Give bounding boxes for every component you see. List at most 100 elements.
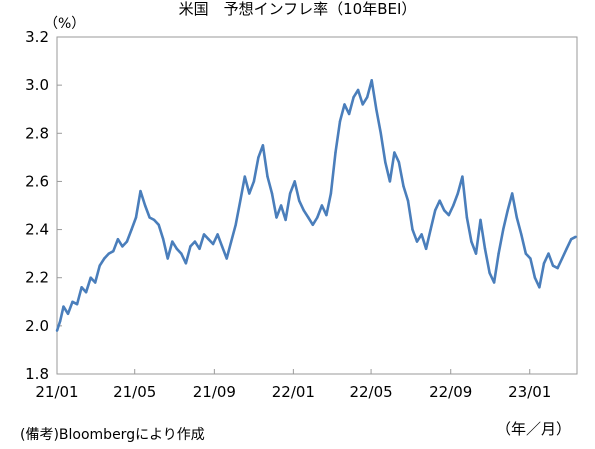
y-tick-label: 2.4 xyxy=(25,221,49,239)
data-point xyxy=(411,228,414,231)
data-point xyxy=(143,204,147,207)
data-point xyxy=(515,216,518,219)
x-tick-label: 21/01 xyxy=(35,383,78,401)
data-point xyxy=(497,252,500,255)
data-point xyxy=(288,192,292,195)
data-point xyxy=(456,192,459,195)
data-point xyxy=(325,213,328,217)
data-point xyxy=(384,161,387,164)
data-point xyxy=(406,199,410,202)
data-point xyxy=(130,228,133,231)
data-point xyxy=(492,281,496,284)
data-point xyxy=(560,257,564,260)
data-point xyxy=(80,286,83,289)
data-point xyxy=(266,175,269,178)
data-point xyxy=(66,312,70,315)
data-point xyxy=(542,262,546,265)
data-point xyxy=(243,175,246,178)
data-point xyxy=(533,276,537,279)
series-line xyxy=(55,79,577,332)
data-point xyxy=(524,252,527,255)
data-point xyxy=(320,204,324,207)
x-tick-label: 21/05 xyxy=(113,383,156,401)
y-tick-label: 2.2 xyxy=(25,269,49,287)
data-point xyxy=(220,245,224,248)
data-point xyxy=(538,286,541,289)
data-point xyxy=(166,257,169,260)
data-point xyxy=(207,238,210,241)
data-point xyxy=(556,266,559,270)
data-point xyxy=(474,252,478,255)
data-point xyxy=(397,161,401,164)
x-axis: 21/01 21/05 21/09 22/01 22/05 22/09 23/01 xyxy=(35,369,551,401)
y-tick-label: 3.2 xyxy=(25,28,49,46)
y-tick-label: 2.0 xyxy=(25,317,49,335)
data-point xyxy=(402,185,405,188)
data-point xyxy=(202,233,206,236)
data-point xyxy=(551,264,555,267)
plot-frame xyxy=(56,36,578,375)
data-point xyxy=(71,300,74,303)
y-tick-label: 2.8 xyxy=(25,124,49,142)
data-point xyxy=(298,199,301,202)
data-point xyxy=(270,192,274,195)
data-point xyxy=(84,291,88,294)
data-point xyxy=(547,252,550,255)
data-point xyxy=(356,88,360,92)
data-point xyxy=(112,250,115,253)
data-point xyxy=(275,216,278,219)
data-point xyxy=(438,199,441,202)
y-tick-label: 2.6 xyxy=(25,172,49,190)
data-point xyxy=(116,238,120,241)
y-unit-label: （%） xyxy=(44,16,86,32)
data-point xyxy=(502,228,505,231)
data-point xyxy=(148,216,151,219)
data-point xyxy=(429,228,432,231)
chart-title: 米国 予想インフレ率（10年BEI） xyxy=(178,0,417,18)
data-point xyxy=(134,216,138,219)
data-point xyxy=(470,240,473,243)
data-point xyxy=(157,223,160,226)
data-point xyxy=(465,216,469,219)
data-point xyxy=(434,209,437,212)
data-point xyxy=(55,329,59,332)
data-point xyxy=(379,132,382,135)
data-point xyxy=(375,108,378,111)
data-point xyxy=(338,120,342,123)
data-point xyxy=(393,151,396,154)
data-point xyxy=(257,156,260,159)
data-point xyxy=(94,281,97,284)
data-point xyxy=(565,247,568,250)
data-point xyxy=(75,303,79,306)
data-point xyxy=(293,180,296,183)
data-point xyxy=(420,233,423,236)
data-point xyxy=(307,216,310,219)
y-tick-label: 1.8 xyxy=(25,365,49,383)
data-point xyxy=(125,240,129,243)
x-tick-label: 22/05 xyxy=(349,383,392,401)
data-point xyxy=(483,247,487,250)
data-point xyxy=(248,192,251,195)
data-point xyxy=(239,199,242,202)
data-point xyxy=(211,242,215,246)
data-point xyxy=(520,233,523,236)
data-point xyxy=(347,112,351,116)
data-point xyxy=(311,223,314,226)
data-point xyxy=(447,213,450,217)
data-point xyxy=(62,305,65,308)
data-point xyxy=(511,192,514,195)
data-point xyxy=(180,252,183,255)
data-point xyxy=(225,257,228,260)
data-point xyxy=(252,180,256,183)
data-point xyxy=(329,192,333,195)
data-point xyxy=(216,233,219,236)
data-point xyxy=(175,247,178,250)
data-point xyxy=(184,262,188,265)
data-point xyxy=(415,240,419,243)
y-tick-label: 3.0 xyxy=(25,76,49,94)
data-point xyxy=(284,218,287,222)
x-unit-label: （年／月） xyxy=(496,420,572,438)
data-point xyxy=(461,175,464,178)
data-point xyxy=(234,223,237,226)
